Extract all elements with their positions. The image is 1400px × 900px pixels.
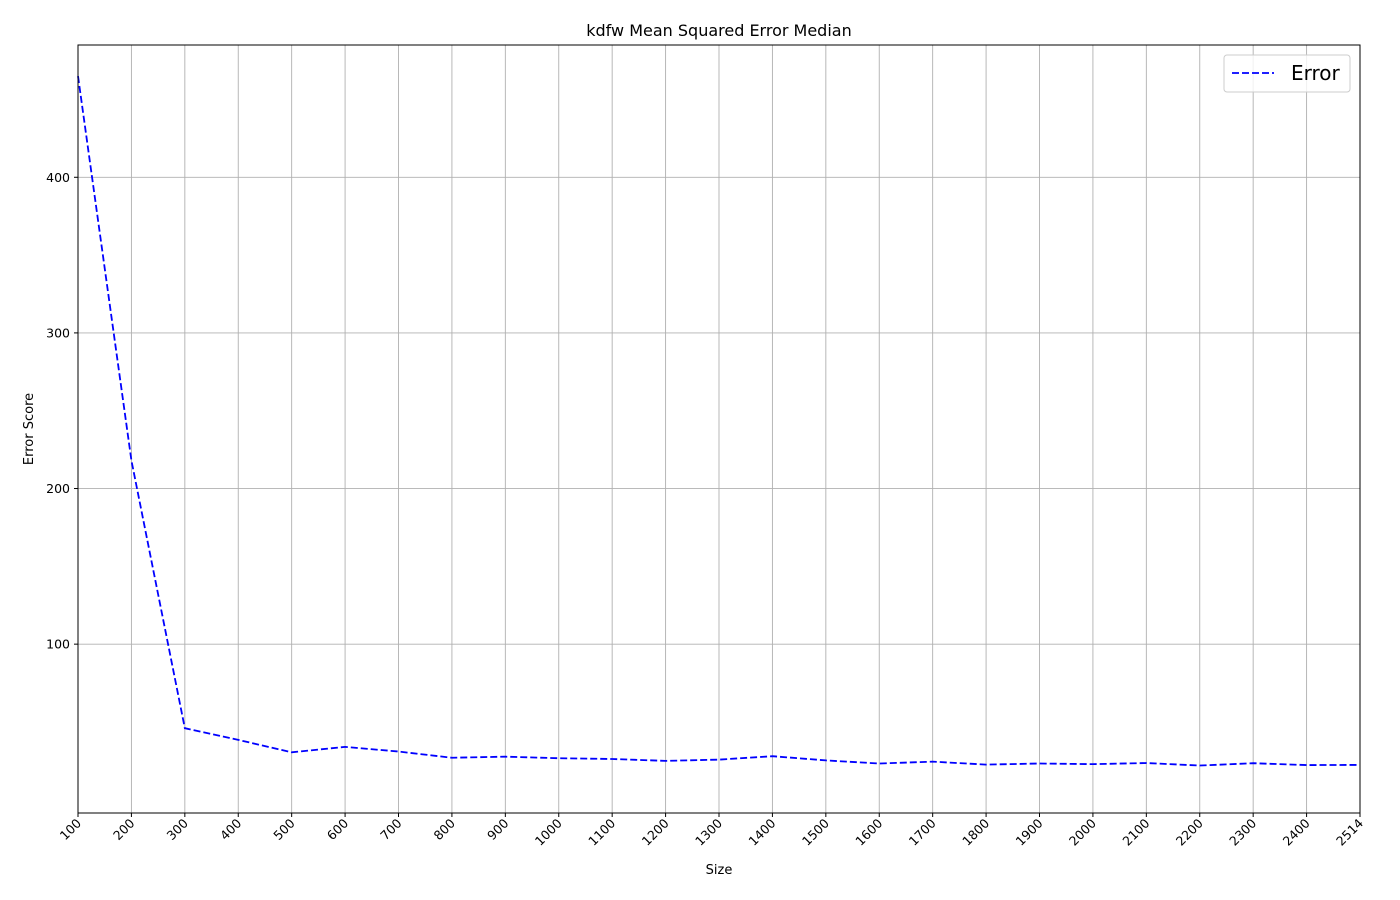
legend-label-error: Error <box>1291 61 1341 85</box>
x-tick-label: 1800 <box>959 815 992 848</box>
x-tick-label: 2000 <box>1066 815 1099 848</box>
y-axis: 100 200 300 400 <box>46 170 78 652</box>
x-tick-label: 1100 <box>585 815 618 848</box>
x-tick-label: 600 <box>324 815 352 843</box>
legend: Error <box>1223 54 1351 93</box>
x-tick-label: 2100 <box>1119 815 1152 848</box>
y-tick-label: 400 <box>46 170 70 185</box>
legend-box <box>1223 54 1351 93</box>
x-tick-label: 1300 <box>692 815 725 848</box>
x-tick-label: 500 <box>270 815 298 843</box>
x-tick-label: 100 <box>57 815 85 843</box>
x-tick-label: 400 <box>217 815 245 843</box>
x-tick-label: 1700 <box>906 815 939 848</box>
x-tick-label: 800 <box>431 815 459 843</box>
x-axis-label: Size <box>706 863 733 878</box>
y-tick-label: 300 <box>46 325 70 340</box>
x-tick-label: 700 <box>377 815 405 843</box>
x-tick-label: 2300 <box>1226 815 1259 848</box>
grid <box>77 45 1361 813</box>
series-line-error <box>77 75 1361 767</box>
x-tick-label: 1000 <box>532 815 565 848</box>
series-layer <box>77 75 1361 767</box>
y-axis-label: Error Score <box>22 393 37 465</box>
x-tick-label: 1600 <box>852 815 885 848</box>
x-tick-label: 200 <box>110 815 138 843</box>
x-tick-label: 900 <box>484 815 512 843</box>
x-tick-label: 1200 <box>639 815 672 848</box>
y-tick-label: 200 <box>46 481 70 496</box>
x-axis: 100 200 300 400 500 600 700 800 900 1000 1100 1200 1… <box>57 813 1366 849</box>
x-tick-label: 300 <box>163 815 191 843</box>
x-tick-label: 1400 <box>745 815 778 848</box>
x-tick-label: 2400 <box>1280 815 1313 848</box>
x-tick-label: 2200 <box>1173 815 1206 848</box>
x-tick-label: 2514 <box>1333 815 1366 848</box>
chart-title: kdfw Mean Squared Error Median <box>586 21 851 40</box>
x-tick-label: 1500 <box>799 815 832 848</box>
y-tick-label: 100 <box>46 637 70 652</box>
x-tick-label: 1900 <box>1013 815 1046 848</box>
